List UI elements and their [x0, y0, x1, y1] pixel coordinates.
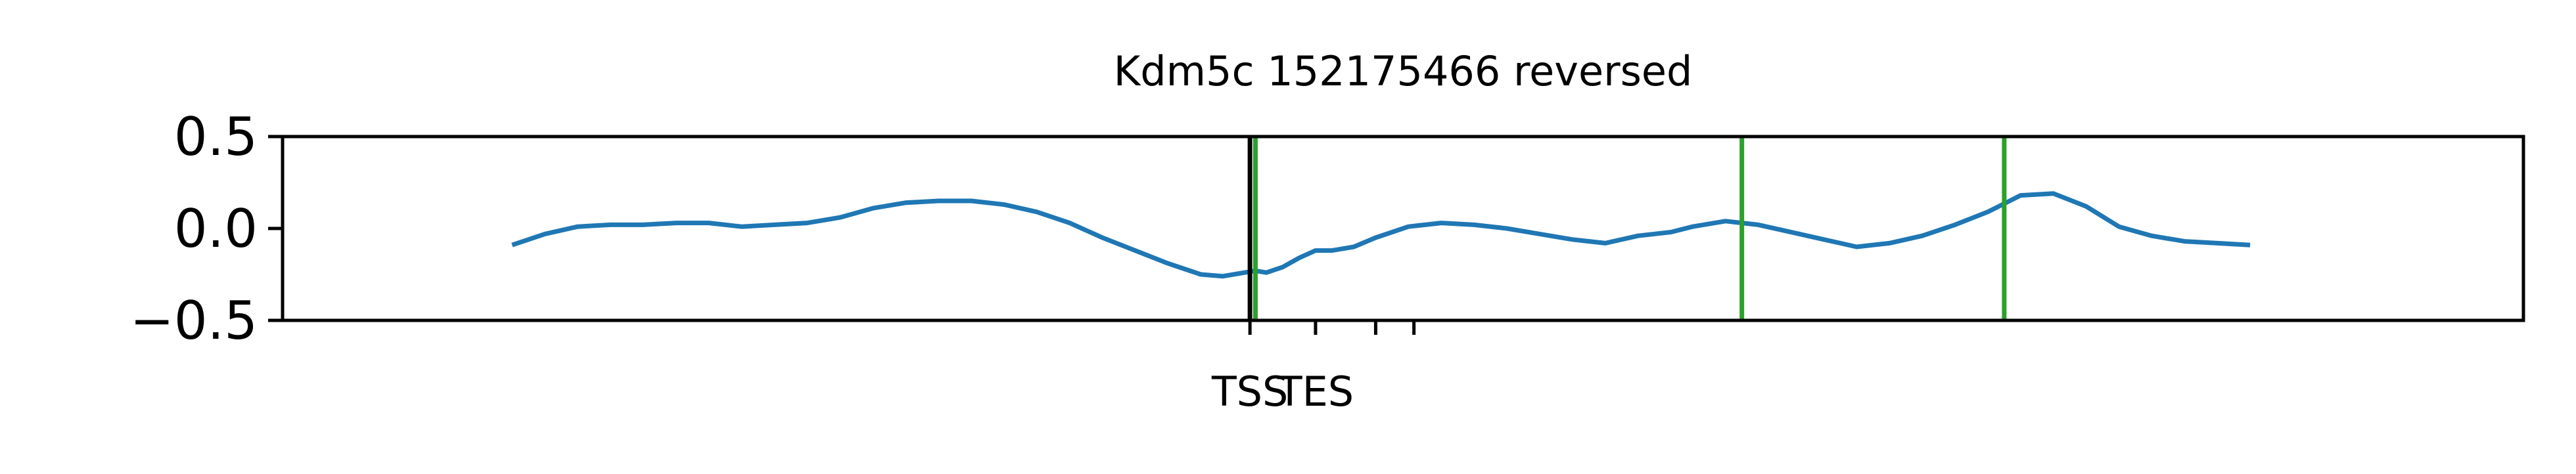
plot-area [511, 137, 2251, 320]
x-tick-label-1: TES [1277, 368, 1354, 416]
y-tick-label-2: −0.5 [130, 290, 258, 351]
chart-title: Kdm5c 152175466 reversed [1114, 47, 1693, 95]
y-tick-label-0: 0.5 [174, 106, 258, 167]
x-tick-label-0: TSS [1211, 368, 1289, 416]
series-line-0 [511, 191, 2251, 279]
y-tick-label-1: 0.0 [174, 198, 258, 259]
